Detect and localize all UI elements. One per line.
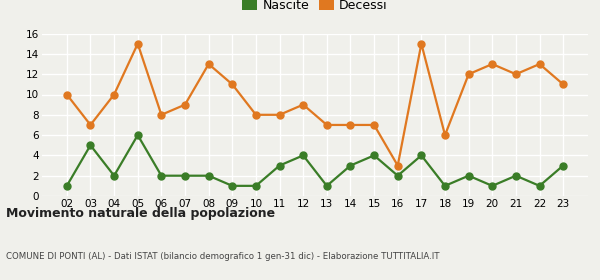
Nascite [158, 174, 165, 178]
Decessi [87, 123, 94, 127]
Nascite [229, 184, 236, 188]
Decessi [370, 123, 377, 127]
Decessi [299, 103, 307, 106]
Nascite [370, 154, 377, 157]
Text: Movimento naturale della popolazione: Movimento naturale della popolazione [6, 207, 275, 220]
Nascite [394, 174, 401, 178]
Decessi [158, 113, 165, 116]
Decessi [536, 62, 543, 66]
Decessi [347, 123, 354, 127]
Line: Nascite: Nascite [64, 132, 566, 189]
Nascite [181, 174, 188, 178]
Decessi [63, 93, 70, 96]
Nascite [205, 174, 212, 178]
Nascite [442, 184, 449, 188]
Decessi [110, 93, 118, 96]
Nascite [512, 174, 520, 178]
Nascite [110, 174, 118, 178]
Decessi [560, 83, 567, 86]
Nascite [276, 164, 283, 167]
Text: COMUNE DI PONTI (AL) - Dati ISTAT (bilancio demografico 1 gen-31 dic) - Elaboraz: COMUNE DI PONTI (AL) - Dati ISTAT (bilan… [6, 252, 439, 261]
Nascite [488, 184, 496, 188]
Decessi [442, 134, 449, 137]
Nascite [418, 154, 425, 157]
Nascite [536, 184, 543, 188]
Decessi [229, 83, 236, 86]
Nascite [465, 174, 472, 178]
Nascite [253, 184, 260, 188]
Nascite [87, 144, 94, 147]
Decessi [512, 73, 520, 76]
Decessi [205, 62, 212, 66]
Nascite [63, 184, 70, 188]
Decessi [465, 73, 472, 76]
Nascite [134, 134, 142, 137]
Decessi [253, 113, 260, 116]
Nascite [347, 164, 354, 167]
Decessi [323, 123, 331, 127]
Decessi [418, 42, 425, 45]
Decessi [276, 113, 283, 116]
Decessi [488, 62, 496, 66]
Nascite [299, 154, 307, 157]
Nascite [323, 184, 331, 188]
Legend: Nascite, Decessi: Nascite, Decessi [238, 0, 392, 17]
Decessi [181, 103, 188, 106]
Line: Decessi: Decessi [64, 40, 566, 169]
Decessi [134, 42, 142, 45]
Nascite [560, 164, 567, 167]
Decessi [394, 164, 401, 167]
